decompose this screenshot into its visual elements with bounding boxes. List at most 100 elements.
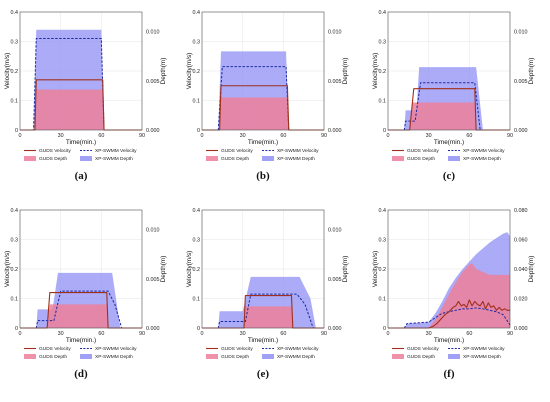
chart-panel-b: 0 30 60 90 0 0.1 0.2 0.3 0.4 0.000 0.005 0.010 Time(… (186, 10, 349, 182)
x-tick-label: 90 (321, 133, 327, 139)
y-tick-label: 0.3 (193, 238, 201, 244)
y2-axis-label: Depth(m) (528, 256, 535, 283)
axes-frame (201, 209, 325, 329)
legend-label: XP-SWMM Velocity (95, 346, 137, 352)
legend-label: GUDS Velocity (221, 148, 253, 154)
legend-swatch (448, 354, 460, 359)
axes-frame (387, 209, 511, 329)
y2-tick-label: 0.060 (514, 238, 528, 244)
legend-label: XP-SWMM Velocity (463, 346, 505, 352)
y-tick-label: 0.2 (11, 267, 19, 273)
x-tick-label: 30 (240, 331, 246, 337)
x-axis-label: Time(min.) (248, 337, 278, 344)
x-axis-label: Time(min.) (66, 139, 96, 146)
legend-label: XP-SWMM Velocity (95, 148, 137, 154)
y-tick-label: 0 (15, 128, 18, 134)
x-tick-label: 60 (98, 133, 104, 139)
x-tick-label: 30 (58, 133, 64, 139)
x-axis-label: Time(min.) (66, 337, 96, 344)
y2-axis-label: Depth(m) (342, 58, 349, 85)
series-guds-velocity (388, 299, 510, 329)
y2-tick-label: 0.000 (328, 128, 342, 134)
y-tick-label: 0.1 (11, 297, 19, 303)
y2-tick-label: 0.005 (146, 79, 160, 85)
y-tick-label: 0.2 (379, 267, 387, 273)
x-tick-label: 60 (280, 133, 286, 139)
x-tick-label: 90 (321, 331, 327, 337)
y-tick-label: 0.2 (193, 267, 201, 273)
chart-panel-c: 0 30 60 90 0 0.1 0.2 0.3 0.4 0.000 0.005 0.010 Time(… (372, 10, 535, 182)
y-tick-label: 0.2 (379, 69, 387, 75)
axes-frame (201, 11, 325, 131)
y-tick-label: 0.3 (11, 238, 19, 244)
y-tick-label: 0.1 (379, 99, 387, 105)
legend-label: XP-SWMM Velocity (277, 148, 319, 154)
x-tick-label: 0 (387, 331, 390, 337)
x-tick-label: 30 (240, 133, 246, 139)
legend-label: XP-SWMM Depth (463, 354, 501, 360)
y-tick-label: 0.4 (11, 208, 19, 214)
legend-swatch (80, 354, 92, 359)
y-tick-label: 0.4 (193, 10, 201, 16)
series-guds-depth (388, 263, 510, 328)
series-guds-depth (20, 89, 142, 130)
y2-tick-label: 0.010 (328, 228, 342, 234)
panel-label: (f) (444, 368, 455, 380)
x-tick-label: 60 (466, 331, 472, 337)
x-tick-label: 60 (98, 331, 104, 337)
panel-label: (c) (443, 170, 456, 182)
y-tick-label: 0 (383, 128, 386, 134)
legend-label: GUDS Depth (221, 354, 249, 360)
x-tick-label: 90 (507, 133, 513, 139)
y-axis-label: Velocity(m/s) (186, 53, 193, 90)
y2-axis-label: Depth(m) (160, 256, 167, 283)
legend-label: GUDS Depth (39, 354, 67, 360)
y-tick-label: 0.1 (193, 297, 201, 303)
series-guds-depth (388, 102, 510, 130)
y2-axis-label: Depth(m) (528, 58, 535, 85)
legend-label: XP-SWMM Velocity (463, 148, 505, 154)
panel-label: (b) (256, 170, 270, 182)
series-guds-depth (202, 306, 324, 328)
legend-swatch (262, 354, 274, 359)
y-tick-label: 0.4 (379, 208, 387, 214)
y2-tick-label: 0.010 (514, 30, 528, 36)
chart-panel-d: 0 30 60 90 0 0.1 0.2 0.3 0.4 0.000 0.005 0.010 Time(… (4, 208, 167, 380)
y-tick-label: 0 (197, 326, 200, 332)
legend-label: XP-SWMM Depth (463, 156, 501, 162)
series-xp-swmm-velocity (20, 290, 142, 329)
legend-swatch (206, 156, 218, 161)
y2-tick-label: 0.000 (146, 128, 160, 134)
x-axis-label: Time(min.) (434, 139, 464, 146)
y-tick-label: 0.4 (193, 208, 201, 214)
legend-label: GUDS Velocity (39, 148, 71, 154)
series-xp-swmm-velocity (388, 82, 510, 131)
x-tick-label: 0 (201, 133, 204, 139)
legend-label: XP-SWMM Depth (277, 156, 315, 162)
y2-tick-label: 0.010 (146, 228, 160, 234)
y-tick-label: 0.1 (11, 99, 19, 105)
legend-swatch (80, 156, 92, 161)
legend-label: GUDS Depth (39, 156, 67, 162)
y2-tick-label: 0.020 (514, 297, 528, 303)
y2-tick-label: 0.005 (328, 277, 342, 283)
x-tick-label: 30 (58, 331, 64, 337)
legend-label: GUDS Velocity (407, 346, 439, 352)
y2-tick-label: 0.005 (514, 79, 528, 85)
y-tick-label: 0.3 (379, 238, 387, 244)
y2-tick-label: 0.040 (514, 267, 528, 273)
legend-swatch (262, 156, 274, 161)
x-tick-label: 90 (507, 331, 513, 337)
x-tick-label: 0 (19, 331, 22, 337)
y-axis-label: Velocity(m/s) (186, 251, 193, 288)
legend-swatch (24, 354, 36, 359)
chart-panel-f: 0 30 60 90 0 0.1 0.2 0.3 0.4 0.000 0.020 0.040 0.060… (372, 208, 535, 380)
legend-label: GUDS Depth (407, 156, 435, 162)
y-tick-label: 0 (383, 326, 386, 332)
y2-tick-label: 0.000 (514, 326, 528, 332)
legend-label: XP-SWMM Depth (95, 156, 133, 162)
legend-swatch (24, 156, 36, 161)
series-xp-swmm-depth (202, 276, 324, 328)
axes-frame (387, 11, 511, 131)
panel-label: (e) (257, 368, 270, 380)
